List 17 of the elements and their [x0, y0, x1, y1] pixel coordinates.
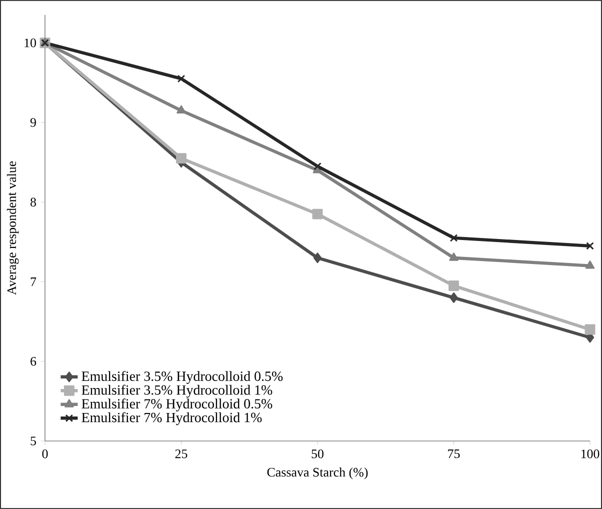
y-tick-label: 9 — [30, 118, 36, 127]
legend-label: Emulsifier 3.5% Hydrocolloid 1% — [82, 384, 272, 398]
y-tick-label: 7 — [30, 278, 36, 286]
y-axis-title: Average respondent value — [6, 161, 19, 295]
legend-label: Emulsifier 7% Hydrocolloid 1% — [82, 412, 262, 426]
x-tick-label: 50 — [312, 450, 324, 458]
x-tick-label: 25 — [175, 450, 188, 458]
y-tick-label: 8 — [30, 198, 36, 206]
x-tick-label: 75 — [448, 450, 460, 458]
x-tick-label: 100 — [581, 450, 600, 458]
legend-label: Emulsifier 3.5% Hydrocolloid 0.5% — [82, 371, 283, 384]
x-axis-title: Cassava Starch (%) — [267, 468, 368, 480]
legend-label: Emulsifier 7% Hydrocolloid 0.5% — [82, 398, 272, 412]
x-tick-label: 0 — [42, 450, 48, 458]
y-tick-label: 10 — [24, 38, 36, 48]
y-tick-label: 5 — [30, 436, 36, 446]
y-tick-label: 6 — [30, 357, 36, 366]
